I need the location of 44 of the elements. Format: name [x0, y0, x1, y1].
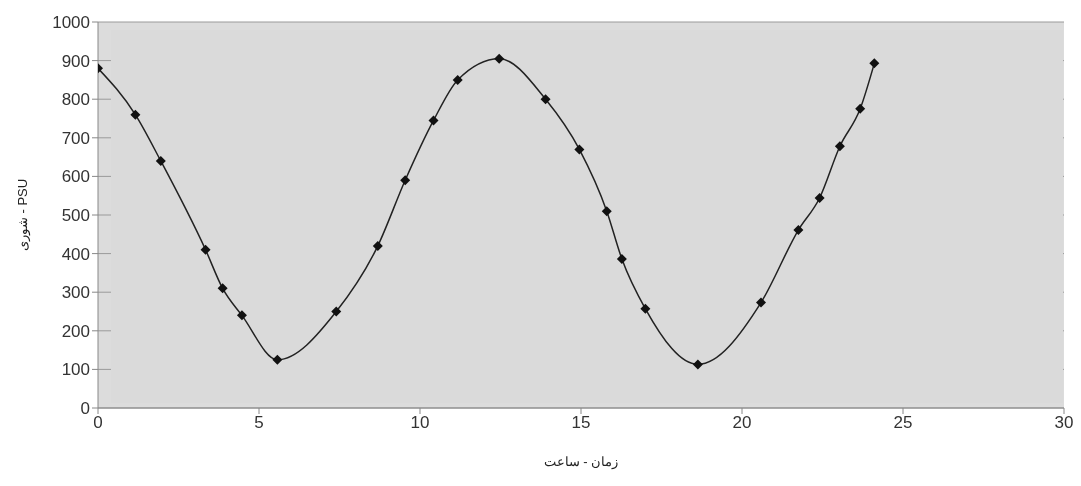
point [494, 53, 505, 64]
y-tick-label: 500 [61, 206, 90, 226]
x-tick-label: 10 [410, 413, 430, 433]
point [616, 254, 627, 264]
point [236, 310, 247, 321]
y-tick-label: 200 [61, 321, 90, 341]
point [793, 225, 804, 236]
point [574, 144, 585, 155]
point [540, 94, 551, 105]
point [869, 58, 880, 69]
point [834, 141, 845, 152]
point [692, 359, 703, 370]
y-tick-label: 400 [61, 244, 90, 264]
y-axis-title: شوری - PSU [14, 178, 31, 252]
x-tick-label: 20 [732, 413, 752, 433]
y-tick-label: 0 [80, 399, 90, 419]
point [428, 115, 439, 126]
point [640, 303, 651, 314]
y-tick-label: 100 [61, 360, 90, 380]
point [372, 240, 383, 251]
point [217, 283, 228, 294]
x-tick-label: 30 [1054, 413, 1074, 433]
point [855, 103, 866, 114]
point [814, 193, 825, 204]
y-tick-label: 700 [61, 128, 90, 148]
point [155, 155, 166, 166]
y-tick-label: 900 [61, 51, 90, 71]
point [452, 74, 463, 85]
point [400, 175, 411, 186]
x-tick-label: 0 [93, 413, 103, 433]
y-tick-label: 800 [61, 90, 90, 110]
x-tick-label: 25 [893, 413, 913, 433]
point [200, 244, 211, 255]
x-tick-label: 5 [254, 413, 264, 433]
x-axis-title: زمان - ساعت [543, 454, 619, 470]
x-tick-label: 15 [571, 413, 591, 433]
y-tick-label: 300 [61, 283, 90, 303]
point [130, 109, 141, 120]
point [756, 297, 766, 308]
y-tick-label: 600 [61, 167, 90, 187]
y-tick-label: 1000 [52, 13, 90, 33]
point [272, 354, 283, 365]
point [601, 206, 612, 217]
point [331, 306, 342, 317]
